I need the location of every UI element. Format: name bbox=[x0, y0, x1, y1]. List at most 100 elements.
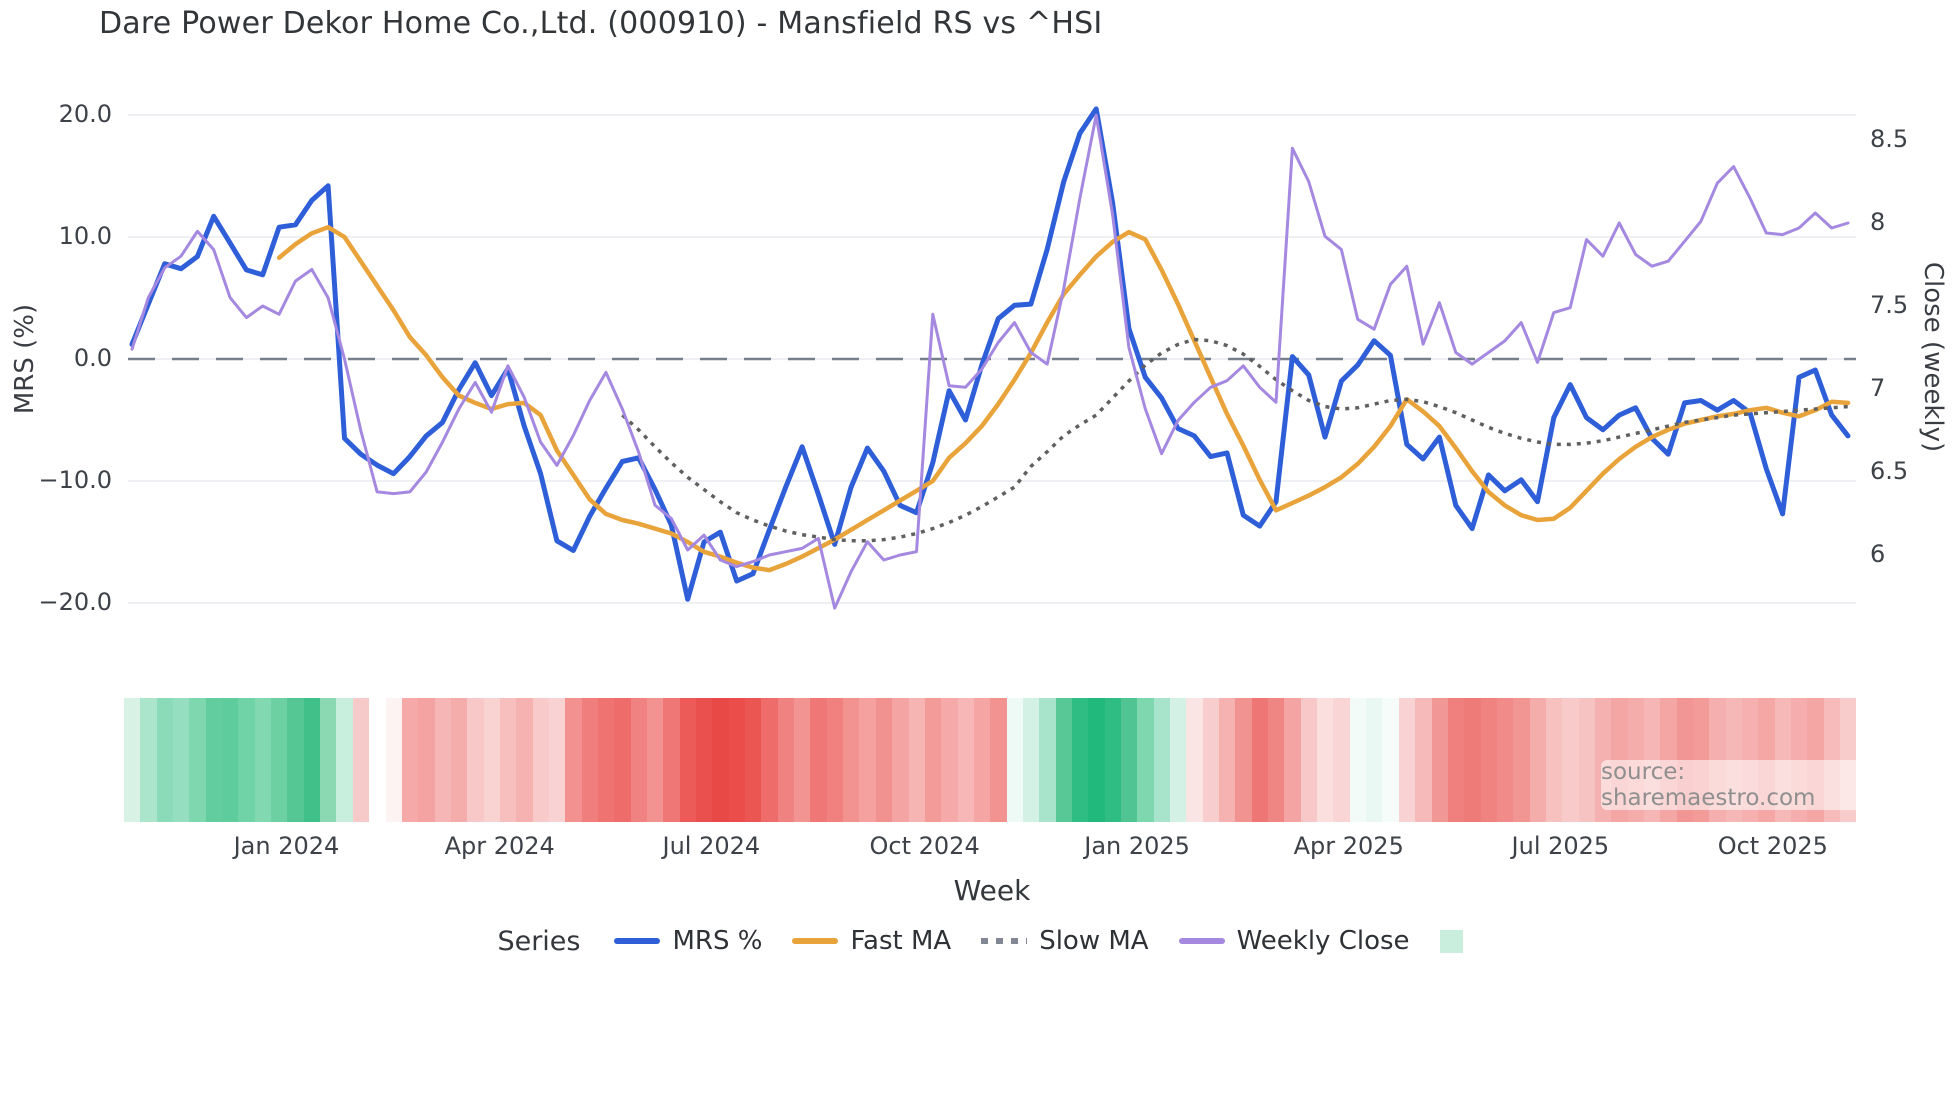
y-left-tick-label: 10.0 bbox=[58, 222, 112, 250]
heatmap-cell bbox=[1300, 698, 1318, 822]
heatmap-cell bbox=[745, 698, 762, 822]
heatmap-cell bbox=[1251, 698, 1269, 822]
heatmap-cell bbox=[1529, 698, 1546, 822]
heatmap-cell bbox=[1202, 698, 1220, 822]
legend-label: Fast MA bbox=[850, 926, 952, 956]
heatmap-cell bbox=[597, 698, 615, 822]
heatmap-cell bbox=[908, 698, 925, 822]
chart-title: Dare Power Dekor Home Co.,Ltd. (000910) … bbox=[99, 6, 1103, 41]
heatmap-cell bbox=[1447, 698, 1465, 822]
heatmap-cell bbox=[990, 698, 1007, 822]
heatmap-cell bbox=[369, 698, 386, 822]
heatmap-cell bbox=[875, 698, 893, 822]
legend-item-fast-ma: Fast MA bbox=[792, 926, 951, 956]
heatmap-cell bbox=[1186, 698, 1203, 822]
heatmap-cell bbox=[205, 698, 223, 822]
heatmap-cell bbox=[1153, 698, 1170, 822]
series-line-slow-ma bbox=[621, 337, 1849, 543]
legend: Series MRS % Fast MA Slow MA Weekly Close bbox=[0, 918, 1960, 964]
heatmap-cell bbox=[892, 698, 909, 822]
heatmap-cell bbox=[1284, 698, 1301, 822]
heatmap-cell bbox=[287, 698, 304, 822]
y-left-tick-label: −20.0 bbox=[38, 588, 112, 616]
heatmap-cell bbox=[1104, 698, 1121, 822]
legend-label: Weekly Close bbox=[1236, 926, 1410, 956]
heatmap-cell bbox=[1039, 698, 1056, 822]
heatmap-cell bbox=[336, 698, 353, 822]
heatmap-cell bbox=[810, 698, 827, 822]
source-attribution: source: sharemaestro.com bbox=[1601, 759, 1873, 811]
heatmap-cell bbox=[271, 698, 288, 822]
heatmap-cell bbox=[679, 698, 697, 822]
heatmap-cell bbox=[565, 698, 582, 822]
heatmap-cell bbox=[532, 698, 549, 822]
legend-swatch-icon bbox=[792, 938, 839, 944]
heatmap-cell bbox=[1578, 698, 1595, 822]
heatmap-cell bbox=[777, 698, 795, 822]
heatmap-cell bbox=[1366, 698, 1383, 822]
heatmap-cell bbox=[957, 698, 974, 822]
heatmap-cell bbox=[859, 698, 876, 822]
heatmap-cell bbox=[941, 698, 958, 822]
legend-swatch-icon bbox=[981, 938, 1028, 944]
heatmap-cell bbox=[173, 698, 190, 822]
heatmap-cell bbox=[924, 698, 942, 822]
legend-swatch-icon bbox=[1178, 938, 1225, 944]
legend-label: MRS % bbox=[672, 926, 763, 956]
heatmap-cell bbox=[761, 698, 778, 822]
heatmap-cell bbox=[794, 698, 811, 822]
heatmap-cell bbox=[1088, 698, 1105, 822]
heatmap-cell bbox=[712, 698, 729, 822]
heatmap-cell bbox=[1137, 698, 1154, 822]
heatmap-cell bbox=[254, 698, 272, 822]
x-axis-title: Week bbox=[953, 874, 1031, 907]
heatmap-cell bbox=[385, 698, 402, 822]
legend-item-mrs-: MRS % bbox=[614, 926, 762, 956]
returns-heatmap-strip bbox=[124, 698, 1857, 822]
heatmap-cell bbox=[548, 698, 566, 822]
heatmap-cell bbox=[728, 698, 746, 822]
heatmap-cell bbox=[1513, 698, 1530, 822]
legend-label: Slow MA bbox=[1039, 926, 1149, 956]
heatmap-cell bbox=[1545, 698, 1563, 822]
legend-item-weekly-close: Weekly Close bbox=[1178, 926, 1410, 956]
heatmap-cell bbox=[630, 698, 647, 822]
heatmap-cell bbox=[222, 698, 239, 822]
y-right-tick-label: 7.5 bbox=[1870, 291, 1909, 319]
y-right-tick-label: 6.5 bbox=[1870, 457, 1909, 485]
x-axis-tick-label: Oct 2025 bbox=[1717, 832, 1828, 860]
heatmap-cell bbox=[581, 698, 598, 822]
heatmap-cell bbox=[434, 698, 451, 822]
heatmap-cell bbox=[483, 698, 500, 822]
heatmap-cell bbox=[647, 698, 664, 822]
heatmap-cell bbox=[303, 698, 321, 822]
heatmap-cell bbox=[1006, 698, 1023, 822]
legend-item-slow-ma: Slow MA bbox=[981, 926, 1149, 956]
x-axis-tick-label: Oct 2024 bbox=[869, 832, 980, 860]
heatmap-cell bbox=[1120, 698, 1138, 822]
heatmap-cell bbox=[614, 698, 631, 822]
heatmap-cell bbox=[1398, 698, 1416, 822]
heatmap-cell bbox=[189, 698, 206, 822]
y-right-tick-label: 7 bbox=[1870, 374, 1886, 402]
heatmap-cell bbox=[516, 698, 533, 822]
heatmap-cell bbox=[418, 698, 435, 822]
heatmap-cell bbox=[663, 698, 680, 822]
heatmap-cell bbox=[1235, 698, 1252, 822]
heatmap-cell bbox=[401, 698, 419, 822]
heatmap-cell bbox=[1431, 698, 1448, 822]
y-right-tick-label: 8.5 bbox=[1870, 125, 1909, 153]
heatmap-cell bbox=[1496, 698, 1514, 822]
heatmap-cell bbox=[238, 698, 255, 822]
heatmap-cell bbox=[1071, 698, 1089, 822]
heatmap-cell bbox=[1464, 698, 1481, 822]
legend-heatmap-swatch-icon bbox=[1439, 929, 1463, 953]
heatmap-cell bbox=[1170, 698, 1187, 822]
heatmap-cell bbox=[1349, 698, 1367, 822]
heatmap-cell bbox=[467, 698, 484, 822]
heatmap-cell bbox=[1480, 698, 1497, 822]
y-right-tick-label: 8 bbox=[1870, 208, 1886, 236]
heatmap-cell bbox=[450, 698, 468, 822]
